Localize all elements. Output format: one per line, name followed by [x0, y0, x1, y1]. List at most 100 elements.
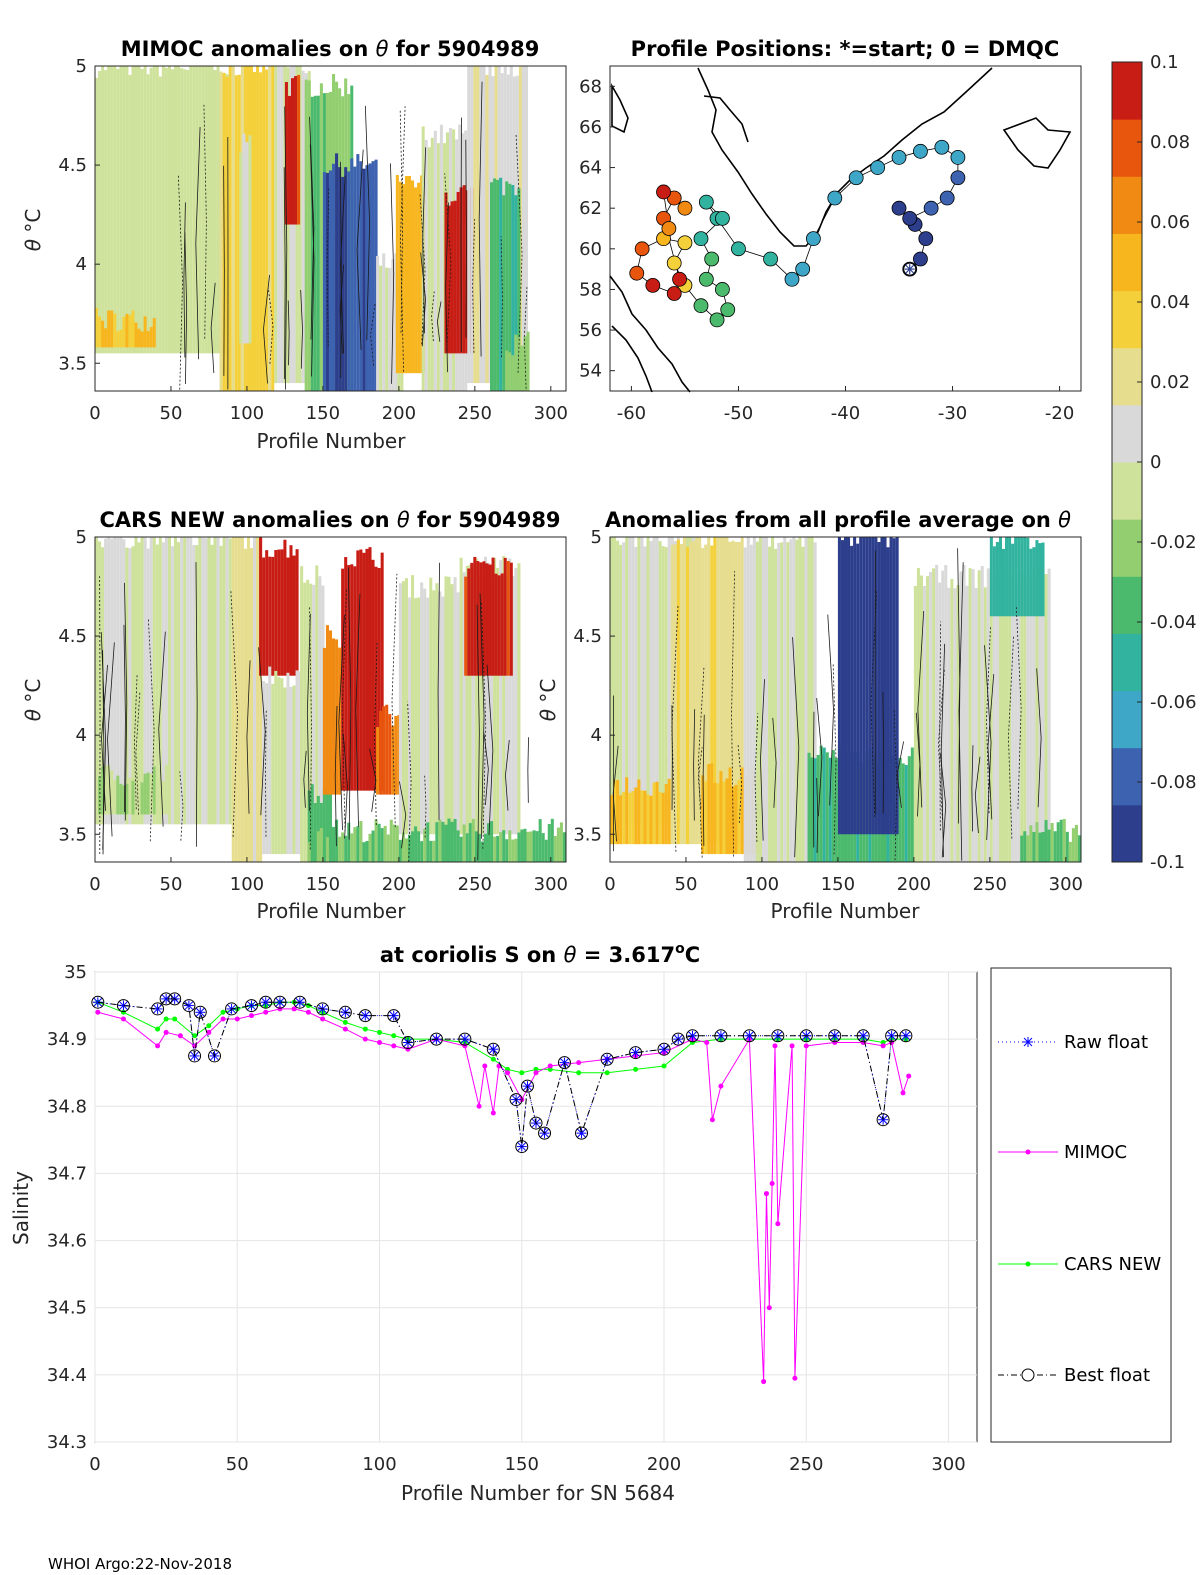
heatmap-cell — [965, 585, 969, 862]
contour-line — [309, 144, 315, 377]
mimoc-point — [772, 1043, 778, 1049]
x-tick-label: -60 — [617, 403, 646, 424]
mimoc-point — [533, 1070, 539, 1076]
heatmap-cell — [371, 830, 375, 862]
heatmap-cell — [392, 824, 396, 862]
mimoc-point — [120, 1016, 126, 1022]
heatmap-cell — [1062, 819, 1066, 862]
heatmap-cell — [435, 822, 439, 862]
heatmap-cell — [152, 66, 156, 354]
raw-float-point-ray — [360, 1011, 370, 1020]
heatmap-cell — [347, 171, 351, 391]
x-tick-label: 150 — [821, 874, 855, 895]
heatmap-cell — [493, 178, 497, 391]
heatmap-cell — [219, 71, 223, 392]
best-float-point — [799, 1029, 813, 1043]
heatmap-cell — [667, 778, 671, 845]
heatmap-cell — [325, 837, 329, 862]
salinity-axes-box — [94, 971, 978, 1443]
heatmap-cell — [344, 557, 348, 791]
contour-line — [203, 104, 207, 339]
cars-new-point — [661, 1063, 667, 1069]
heatmap-cell — [1032, 547, 1036, 617]
heatmap-cell — [137, 328, 141, 348]
heatmap-cell — [613, 537, 617, 825]
heatmap-cell — [239, 152, 243, 344]
profile-position-marker — [677, 235, 693, 251]
heatmap-cell — [1068, 841, 1072, 862]
profile-position-marker — [848, 170, 864, 186]
contour-line — [737, 744, 743, 823]
heatmap-cell — [430, 137, 434, 391]
y-tick-label: 60 — [579, 239, 602, 260]
heatmap-cell — [350, 833, 354, 862]
heatmap-cell — [310, 784, 314, 862]
y-tick-label: 34.3 — [47, 1432, 87, 1453]
heatmap-cell — [155, 544, 159, 825]
heatmap-cell — [286, 557, 290, 676]
heatmap-cell — [950, 578, 954, 862]
raw-float-point-ray — [745, 1031, 754, 1041]
heatmap-cell — [183, 537, 187, 825]
contour-line — [984, 645, 992, 841]
heatmap-cell — [362, 552, 366, 791]
best-float-point — [193, 1005, 207, 1019]
contour-line — [309, 606, 312, 850]
best-float-point — [671, 1032, 685, 1046]
profile-position-marker — [891, 150, 907, 165]
heatmap-cell — [856, 543, 860, 835]
heatmap-cell — [180, 68, 184, 354]
colorbar-tick-label: -0.06 — [1150, 692, 1197, 713]
heatmap-cell — [532, 830, 536, 862]
heatmap-cell — [95, 77, 99, 354]
contour-line — [158, 631, 166, 827]
heatmap-cell — [297, 74, 301, 225]
heatmap-cell — [325, 790, 329, 862]
contour-line — [340, 161, 342, 379]
heatmap-cell — [259, 537, 263, 862]
heatmap-cell — [411, 180, 415, 374]
y-tick-label: 3.5 — [58, 824, 87, 845]
heatmap-cell — [379, 710, 383, 795]
heatmap-cell — [473, 556, 477, 676]
heatmap-cell — [301, 70, 305, 384]
start-marker-ray — [905, 264, 915, 274]
heatmap-cell — [1077, 835, 1081, 862]
raw-float-point-ray — [389, 1011, 399, 1020]
mimoc-point — [155, 1043, 161, 1049]
heatmap-cell — [186, 537, 190, 825]
heatmap-cell — [149, 327, 153, 348]
best-float-point — [899, 1029, 913, 1043]
heatmap-cell — [1047, 829, 1051, 862]
heatmap-cell — [262, 66, 266, 391]
mimoc-point — [263, 1009, 269, 1015]
raw-float-point-ray — [688, 1031, 697, 1041]
heatmap-cell — [655, 537, 659, 825]
contour-line — [246, 660, 251, 814]
mimoc-point — [377, 1040, 383, 1045]
heatmap-cell — [971, 569, 975, 862]
x-tick-label: 200 — [647, 1454, 681, 1475]
heatmap-cell — [183, 69, 187, 354]
heatmap-cell — [1005, 565, 1009, 862]
heatmap-cell — [1014, 537, 1018, 617]
heatmap-cell — [365, 165, 369, 391]
heatmap-cell — [107, 765, 111, 815]
heatmap-cell — [128, 778, 132, 815]
heatmap-cell — [517, 188, 521, 391]
contour-line — [772, 717, 777, 808]
heatmap-cell — [509, 562, 513, 676]
heatmap-cell — [459, 836, 463, 862]
mimoc-point — [718, 1083, 724, 1089]
contour-line — [184, 232, 188, 384]
heatmap-cell — [313, 95, 317, 392]
heatmap-cell — [619, 544, 623, 825]
heatmap-cell — [201, 66, 205, 354]
heatmap-cell — [438, 591, 442, 835]
heatmap-cell — [353, 166, 357, 391]
heatmap-cell — [125, 313, 129, 348]
heatmap-cell — [798, 537, 802, 862]
mimoc-x-ticks: 0 50 100 150 200 250 300 — [89, 386, 568, 424]
heatmap-cell — [482, 561, 486, 676]
heatmap-cell — [483, 556, 487, 835]
